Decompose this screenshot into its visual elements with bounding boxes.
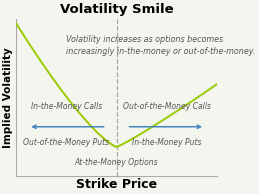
Text: In-the-Money Puts: In-the-Money Puts <box>132 138 202 147</box>
Text: In-the-Money Calls: In-the-Money Calls <box>31 102 102 111</box>
Text: Out-of-the-Money Calls: Out-of-the-Money Calls <box>123 102 211 111</box>
Text: Out-of-the-Money Puts: Out-of-the-Money Puts <box>23 138 110 147</box>
Title: Volatility Smile: Volatility Smile <box>60 3 174 16</box>
X-axis label: Strike Price: Strike Price <box>76 178 157 191</box>
Text: At-the-Money Options: At-the-Money Options <box>75 158 159 167</box>
Text: Volatility increases as options becomes
increasingly in-the-money or out-of-the-: Volatility increases as options becomes … <box>66 35 256 55</box>
Y-axis label: Implied Volatility: Implied Volatility <box>3 47 13 148</box>
